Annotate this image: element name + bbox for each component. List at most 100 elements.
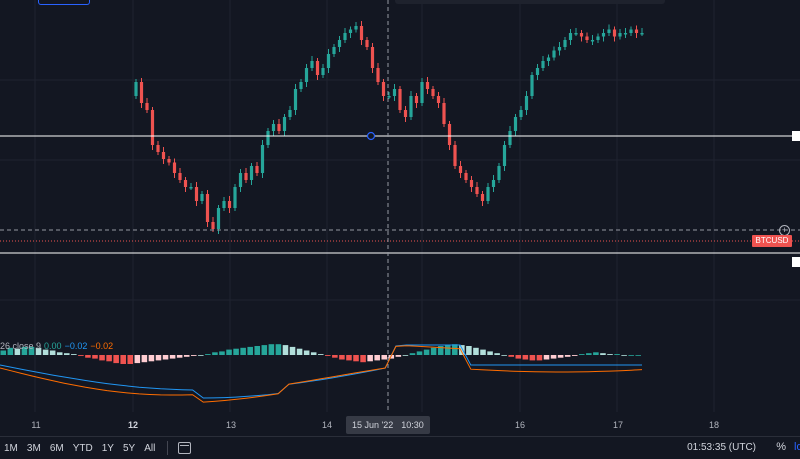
macd-histogram-bar xyxy=(395,355,402,357)
candle-body xyxy=(260,145,265,173)
candle-body xyxy=(222,201,226,208)
candle-body xyxy=(607,29,611,33)
line-handle-upper[interactable] xyxy=(792,131,800,141)
candle-body xyxy=(315,61,320,75)
macd-histogram-bar xyxy=(628,355,634,356)
macd-histogram-bar xyxy=(254,346,261,355)
candle-body xyxy=(139,82,144,103)
macd-histogram-bar xyxy=(71,354,77,355)
candle-body xyxy=(183,180,188,187)
candle-body xyxy=(618,33,622,37)
macd-histogram-bar xyxy=(402,355,409,356)
macd-histogram-bar xyxy=(7,347,14,355)
candle-body xyxy=(178,173,182,180)
candle-body xyxy=(420,82,424,103)
calendar-icon[interactable] xyxy=(178,442,192,454)
macd-params: 26 close 9 xyxy=(0,341,42,351)
time-tick: 12 xyxy=(127,420,139,430)
candle-body xyxy=(211,222,215,229)
candle-body xyxy=(145,103,149,110)
time-tick: 11 xyxy=(31,420,41,430)
candle-body xyxy=(425,82,430,89)
candle-body xyxy=(557,47,562,51)
candle-body xyxy=(150,110,155,145)
macd-histogram-bar xyxy=(536,355,543,361)
time-tick: 18 xyxy=(708,420,720,430)
candle-body xyxy=(299,82,303,89)
range-3m-button[interactable]: 3M xyxy=(26,442,41,454)
candle-body xyxy=(453,145,457,166)
line-anchor-handle[interactable] xyxy=(366,131,376,141)
macd-histogram-bar xyxy=(381,355,388,360)
macd-histogram-bar xyxy=(473,347,479,355)
macd-histogram-bar xyxy=(332,355,338,358)
price-chart[interactable] xyxy=(0,0,800,435)
candle-body xyxy=(546,57,551,61)
toolbar-divider xyxy=(167,441,169,455)
candle-body xyxy=(442,103,446,124)
candle-body xyxy=(337,40,342,47)
range-ytd-button[interactable]: YTD xyxy=(72,442,93,454)
range-1m-button[interactable]: 1M xyxy=(4,442,18,454)
macd-pane xyxy=(0,344,643,403)
range-1y-button[interactable]: 1Y xyxy=(101,442,114,454)
macd-histogram-bar xyxy=(268,344,275,355)
candle-body xyxy=(579,33,584,37)
candle-body xyxy=(574,33,578,35)
candle-body xyxy=(359,26,364,40)
time-tick: 16 xyxy=(514,420,526,430)
top-toolbar-button[interactable] xyxy=(38,0,90,5)
macd-histogram-bar xyxy=(437,346,444,355)
macd-histogram-bar xyxy=(600,353,606,355)
candle-body xyxy=(513,117,518,131)
candle-body xyxy=(436,96,441,103)
macd-histogram-bar xyxy=(579,354,585,355)
macd-histogram-bar xyxy=(557,355,564,358)
macd-histogram-bar xyxy=(339,355,345,360)
candle-body xyxy=(480,194,485,201)
macd-histogram-bar xyxy=(183,355,190,357)
range-all-button[interactable]: All xyxy=(144,442,156,454)
line-handle-lower[interactable] xyxy=(792,257,800,267)
candle-body xyxy=(381,82,386,96)
candle-body xyxy=(502,145,507,166)
candle-body xyxy=(530,75,534,96)
macd-histogram-bar xyxy=(423,349,430,355)
macd-histogram-bar xyxy=(614,354,620,355)
candle-body xyxy=(447,124,452,145)
macd-histogram-bar xyxy=(106,355,112,362)
macd-histogram-bar xyxy=(92,355,98,359)
time-axis[interactable]: 11 12 13 14 16 17 18 xyxy=(0,412,800,434)
macd-histogram-bar xyxy=(607,354,613,355)
macd-histogram-bar xyxy=(0,350,7,355)
range-6m-button[interactable]: 6M xyxy=(49,442,64,454)
candle-body xyxy=(590,40,595,42)
crosshair-time: 10:30 xyxy=(401,420,424,430)
range-5y-button[interactable]: 5Y xyxy=(122,442,136,454)
candle-body xyxy=(205,194,210,222)
candle-body xyxy=(469,180,474,187)
macd-histogram-bar xyxy=(310,352,317,355)
utc-clock[interactable]: 01:53:35 (UTC) xyxy=(687,442,756,453)
macd-line xyxy=(0,344,642,399)
macd-histogram-bar xyxy=(282,345,289,355)
macd-signal-value: −0.02 xyxy=(90,341,114,351)
macd-histogram-bar xyxy=(289,346,296,355)
macd-histogram-bar xyxy=(515,355,522,359)
log-scale-toggle[interactable]: log xyxy=(794,441,800,453)
macd-histogram-bar xyxy=(155,355,162,361)
candle-body xyxy=(414,96,419,103)
macd-histogram-bar xyxy=(141,355,148,363)
percent-scale-toggle[interactable]: % xyxy=(776,441,786,453)
macd-histogram-bar xyxy=(529,355,536,361)
macd-histogram-bar xyxy=(14,348,21,355)
macd-histogram-bar xyxy=(501,355,507,356)
macd-histogram-bar xyxy=(134,355,141,364)
candle-body xyxy=(398,89,402,110)
candle-body xyxy=(326,54,331,68)
macd-histogram-bar xyxy=(275,344,282,355)
candle-body xyxy=(370,47,375,68)
top-floating-panel xyxy=(395,0,665,4)
candle-body xyxy=(233,187,237,208)
macd-legend: 26 close 9 0.00 −0.02 −0.02 xyxy=(0,341,113,351)
